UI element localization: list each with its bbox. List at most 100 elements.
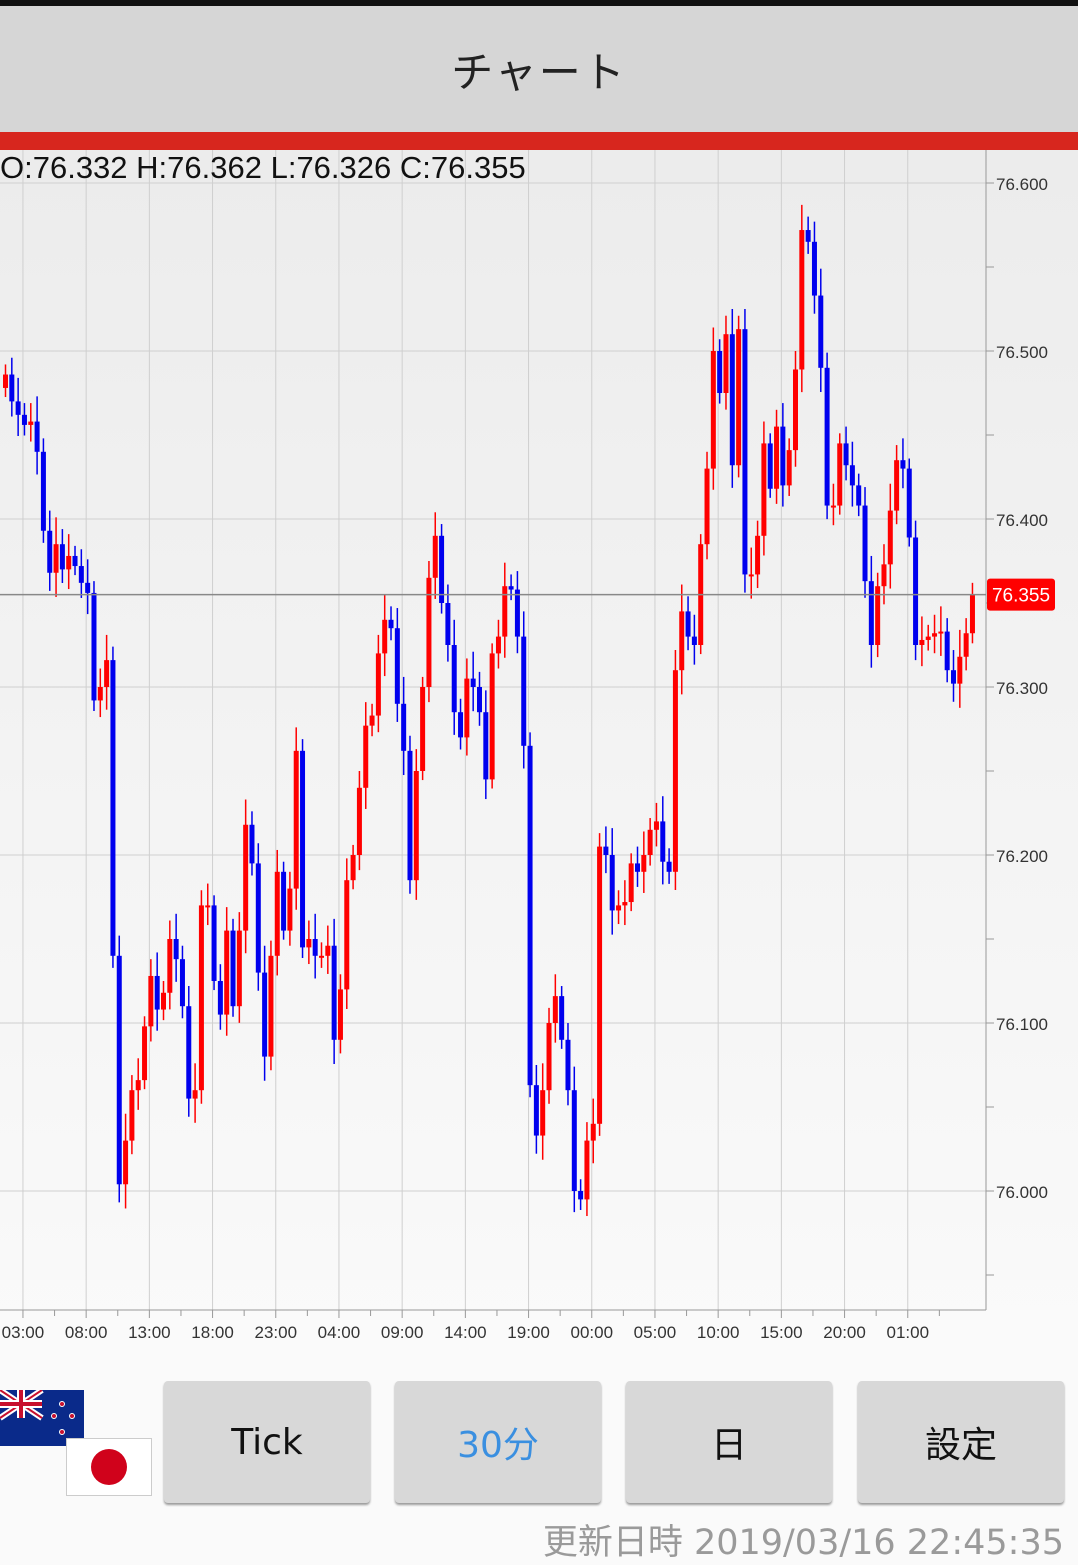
candle: [913, 520, 919, 661]
candle-body: [818, 295, 824, 368]
candle-body: [628, 863, 634, 903]
candle-body: [635, 863, 640, 872]
candle-body: [691, 636, 697, 645]
candle-body: [432, 535, 438, 578]
candle-body: [116, 955, 122, 1185]
candle: [963, 618, 969, 671]
candle-body: [236, 930, 242, 1007]
candle: [837, 433, 843, 515]
candle-body: [647, 829, 653, 855]
candle: [717, 339, 723, 404]
candle-body: [862, 505, 868, 582]
candle: [704, 451, 710, 560]
candle-body: [875, 586, 881, 645]
candle-body: [394, 628, 400, 704]
candle: [173, 913, 179, 982]
candle: [268, 940, 274, 1071]
candle-body: [458, 712, 464, 738]
candle: [192, 1063, 198, 1123]
candle: [230, 918, 236, 1017]
candle: [72, 545, 78, 576]
candle: [59, 529, 65, 584]
candle-body: [552, 996, 558, 1023]
candle: [849, 441, 855, 507]
candle-body: [495, 636, 501, 654]
x-tick-label: 01:00: [886, 1323, 929, 1342]
x-tick-label: 20:00: [823, 1323, 866, 1342]
candle-body: [287, 888, 293, 931]
candle-body: [963, 633, 969, 657]
y-tick-label: 76.400: [996, 511, 1048, 530]
candle-body: [312, 939, 318, 956]
candle: [123, 1113, 129, 1209]
candle: [148, 959, 154, 1042]
candle-body: [198, 905, 204, 1091]
candle-body: [281, 871, 287, 931]
candle: [900, 438, 906, 489]
candle-body: [123, 1140, 129, 1185]
settings-button[interactable]: 設定: [858, 1381, 1064, 1503]
candle: [875, 572, 881, 658]
candle: [135, 1058, 141, 1110]
x-tick-label: 19:00: [507, 1323, 550, 1342]
tick-button[interactable]: Tick: [164, 1381, 370, 1503]
candle-body: [40, 451, 46, 531]
candle-body: [925, 636, 931, 640]
candle: [723, 315, 729, 410]
candle-body: [306, 939, 312, 948]
candle-body: [932, 633, 938, 637]
candle: [521, 611, 527, 769]
candle-body: [413, 771, 419, 881]
daily-button[interactable]: 日: [626, 1381, 832, 1503]
x-tick-label: 23:00: [254, 1323, 297, 1342]
candle: [578, 1179, 584, 1210]
candle-body: [243, 824, 249, 931]
candle: [533, 1065, 539, 1154]
candle: [622, 880, 628, 926]
candle: [91, 581, 97, 712]
candle-body: [704, 468, 710, 545]
candle: [780, 403, 786, 507]
candle: [47, 510, 53, 591]
candle: [205, 883, 211, 926]
candle: [306, 920, 312, 965]
candle: [3, 364, 8, 398]
candle-body: [521, 636, 527, 746]
candle: [34, 396, 40, 475]
candle: [527, 732, 533, 1098]
30min-button[interactable]: 30分: [395, 1381, 601, 1503]
daily-label: 日: [710, 1425, 747, 1466]
candle-body: [337, 989, 343, 1040]
candle: [932, 614, 938, 654]
updated-timestamp: 更新日時 2019/03/16 22:45:35: [542, 1523, 1064, 1563]
candle-body: [331, 945, 337, 1040]
candle-body: [293, 750, 299, 889]
candlestick-chart[interactable]: 76.600 76.500 76.400 76.300 76.200 76.100 76.0…: [0, 0, 1078, 1370]
candle-body: [723, 334, 729, 393]
candle-body: [85, 582, 91, 593]
japan-flag-icon: [66, 1438, 152, 1496]
candle: [445, 584, 451, 662]
candle: [388, 606, 394, 641]
candle-body: [167, 939, 173, 993]
candle-body: [3, 374, 8, 388]
candle: [969, 582, 975, 644]
candle: [142, 1016, 148, 1090]
candle-body: [710, 351, 716, 469]
candle: [925, 624, 931, 651]
candle: [546, 1007, 552, 1104]
candle-body: [666, 861, 672, 872]
candle: [21, 403, 27, 436]
candle-body: [584, 1140, 590, 1200]
y-tick-label: 76.100: [996, 1015, 1048, 1034]
candle-body: [609, 855, 615, 911]
candle-body: [546, 1023, 552, 1091]
candle: [97, 668, 103, 718]
candle: [255, 843, 261, 991]
candle-body: [786, 450, 792, 486]
candle: [679, 584, 685, 695]
candle-body: [268, 955, 274, 1057]
candle: [653, 802, 659, 847]
candle-body: [217, 981, 223, 1015]
candle: [53, 517, 59, 597]
